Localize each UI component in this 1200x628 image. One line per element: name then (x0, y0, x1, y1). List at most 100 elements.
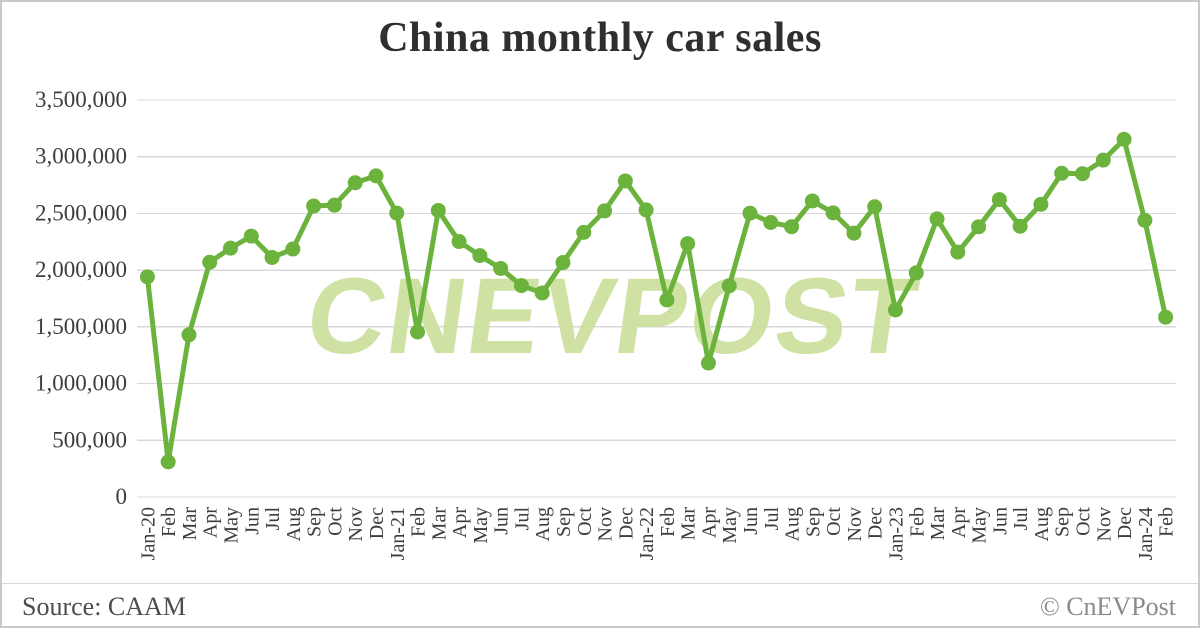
data-point (1095, 152, 1111, 168)
data-point (597, 203, 613, 219)
x-axis-tick-label: Apr (200, 507, 222, 538)
x-axis-tick-label: Aug (283, 507, 305, 541)
source-label: Source: CAAM (22, 592, 186, 621)
data-point (784, 219, 800, 235)
x-axis-tick-label: Mar (428, 507, 450, 541)
footer-divider (2, 583, 1198, 584)
y-axis-tick-label: 2,000,000 (35, 257, 127, 282)
footer: Source: CAAM © CnEVPost (2, 588, 1198, 626)
data-point (1012, 218, 1028, 234)
data-point (929, 211, 945, 227)
x-axis-tick-label: Dec (366, 507, 388, 539)
data-point (742, 205, 758, 221)
x-axis-tick-label: Feb (408, 507, 430, 537)
x-axis-tick-label: Jul (1010, 507, 1032, 531)
data-point (638, 202, 654, 218)
data-point (243, 228, 259, 244)
data-point (1137, 212, 1153, 228)
x-axis-tick-label: Jan-20 (137, 507, 159, 560)
data-point (472, 248, 488, 264)
data-point (534, 285, 550, 301)
data-point (223, 240, 239, 256)
data-point (410, 324, 426, 340)
data-point (659, 292, 675, 308)
x-axis-tick-label: Apr (449, 507, 471, 538)
chart-title: China monthly car sales (378, 15, 822, 61)
x-axis-tick-label: Feb (906, 507, 928, 537)
data-point (1116, 131, 1132, 147)
x-axis-tick-label: Aug (782, 507, 804, 541)
x-axis-tick-label: Jun (989, 507, 1011, 535)
x-axis-tick-label: May (221, 507, 243, 544)
x-axis-tick-label: Jun (740, 507, 762, 535)
data-point (721, 278, 737, 294)
x-axis-tick-label: Jun (491, 507, 513, 535)
y-axis-tick-label: 500,000 (52, 427, 127, 452)
data-point (700, 355, 716, 371)
data-point (326, 197, 342, 213)
y-axis-tick-label: 3,500,000 (35, 87, 127, 112)
data-point (991, 192, 1007, 208)
x-axis-tick-label: Mar (678, 507, 700, 541)
x-axis-tick-label: Nov (1093, 507, 1115, 541)
x-axis-tick-label: Sep (802, 507, 824, 537)
x-axis-tick-label: Oct (823, 507, 845, 536)
y-axis-tick-label: 3,000,000 (35, 144, 127, 169)
data-point (825, 205, 841, 221)
x-axis-tick-label: Oct (1072, 507, 1094, 536)
data-point (1074, 166, 1090, 182)
x-axis-tick-label: Mar (927, 507, 949, 541)
x-axis-tick-label: Jan-22 (636, 507, 658, 560)
data-point (202, 254, 218, 270)
data-point (181, 327, 197, 343)
data-point (1158, 309, 1174, 325)
x-axis-tick-label: Jul (511, 507, 533, 531)
y-axis-tick-label: 2,500,000 (35, 200, 127, 225)
data-point (389, 205, 405, 221)
x-axis-tick-label: Jul (761, 507, 783, 531)
x-axis-tick-label: May (470, 507, 492, 544)
x-axis-tick-label: Aug (532, 507, 554, 541)
x-axis-tick-label: Jan-24 (1135, 507, 1157, 560)
data-point (264, 249, 280, 265)
x-axis-tick-label: Jul (262, 507, 284, 531)
data-point (804, 193, 820, 209)
x-axis-tick-label: Sep (553, 507, 575, 537)
x-axis-tick-label: Oct (574, 507, 596, 536)
watermark-text: CNEVPOST (300, 255, 927, 375)
data-point (451, 234, 467, 250)
x-axis-tick-label: Dec (865, 507, 887, 539)
data-point (160, 454, 176, 470)
data-point (430, 202, 446, 218)
data-point (867, 199, 883, 215)
x-axis-tick-label: Feb (657, 507, 679, 537)
copyright-label: © CnEVPost (1039, 592, 1176, 621)
data-point (347, 175, 363, 191)
x-axis-tick-label: Apr (698, 507, 720, 538)
data-point (763, 215, 779, 231)
data-point (846, 225, 862, 241)
data-point (285, 241, 301, 257)
data-point (576, 224, 592, 240)
x-axis-tick-label: Jun (241, 507, 263, 535)
y-axis-tick-label: 1,000,000 (35, 371, 127, 396)
x-axis-tick-label: Feb (1156, 507, 1178, 537)
x-axis-tick-label: Jan-21 (387, 507, 409, 560)
x-axis-tick-label: May (969, 507, 991, 544)
x-axis-tick-label: May (719, 507, 741, 544)
x-axis-tick-label: Nov (844, 507, 866, 541)
data-point (555, 255, 571, 271)
y-axis-tick-label: 1,500,000 (35, 314, 127, 339)
x-axis-tick-label: Dec (615, 507, 637, 539)
data-point (513, 278, 529, 294)
x-axis-tick-label: Nov (345, 507, 367, 541)
data-point (887, 302, 903, 318)
data-point (493, 260, 509, 276)
data-point (1033, 196, 1049, 212)
x-axis-tick-label: Aug (1031, 507, 1053, 541)
x-axis-tick-label: Apr (948, 507, 970, 538)
data-point (950, 244, 966, 260)
y-axis-tick-label: 0 (116, 484, 128, 509)
